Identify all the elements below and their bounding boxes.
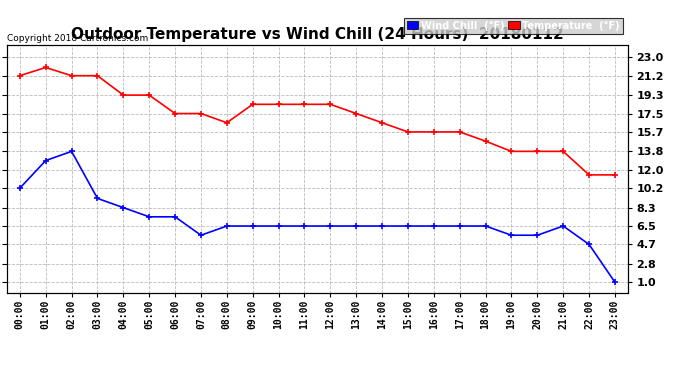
Text: Copyright 2018 Cartronics.com: Copyright 2018 Cartronics.com <box>7 33 148 42</box>
Legend: Wind Chill  (°F), Temperature  (°F): Wind Chill (°F), Temperature (°F) <box>404 18 623 34</box>
Title: Outdoor Temperature vs Wind Chill (24 Hours)  20180112: Outdoor Temperature vs Wind Chill (24 Ho… <box>71 27 564 42</box>
